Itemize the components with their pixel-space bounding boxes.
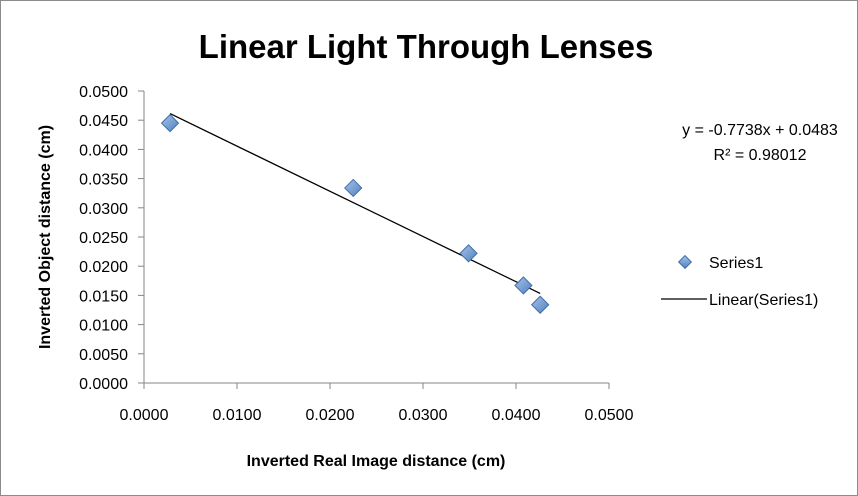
legend-item-linear: Linear(Series1): [661, 292, 818, 309]
x-tick-label: 0.0400: [492, 407, 541, 424]
y-tick-label: 0.0450: [79, 113, 128, 130]
x-tick-label: 0.0100: [213, 407, 262, 424]
y-tick-label: 0.0150: [79, 288, 128, 305]
x-axis-label: Inverted Real Image distance (cm): [247, 453, 506, 470]
y-tick-label: 0.0400: [79, 142, 128, 159]
y-tick-label: 0.0050: [79, 347, 128, 364]
data-point: [514, 276, 533, 295]
x-tick-label: 0.0500: [585, 407, 634, 424]
y-tick-label: 0.0300: [79, 201, 128, 218]
data-point: [459, 244, 478, 263]
y-tick-label: 0.0350: [79, 172, 128, 189]
x-tick-label: 0.0000: [120, 407, 169, 424]
legend: Series1 Linear(Series1): [661, 254, 818, 309]
y-tick-label: 0.0200: [79, 259, 128, 276]
trendline-equation-text: y = -0.7738x + 0.0483: [682, 122, 838, 139]
x-tick-label: 0.0200: [306, 407, 355, 424]
plot-area: 0.0000 0.0050 0.0100 0.0150 0.0200 0.0250 0.03…: [79, 84, 634, 424]
legend-item-series1: Series1: [677, 254, 763, 272]
x-tick-label: 0.0300: [399, 407, 448, 424]
y-axis-ticks: 0.0000 0.0050 0.0100 0.0150 0.0200 0.0250 0.03…: [79, 84, 144, 393]
y-tick-label: 0.0000: [79, 376, 128, 393]
trendline: [169, 112, 541, 295]
data-points-layer: [160, 113, 550, 314]
y-tick-label: 0.0500: [79, 84, 128, 101]
data-point: [344, 178, 363, 198]
legend-label-series1: Series1: [709, 255, 763, 272]
trendline-r-squared: R² = 0.98012: [714, 147, 807, 164]
legend-marker-diamond: [677, 254, 693, 270]
chart-title: Linear Light Through Lenses: [199, 28, 654, 65]
x-axis-ticks: 0.0000 0.0100 0.0200 0.0300 0.0400 0.0500: [120, 383, 634, 424]
legend-label-linear: Linear(Series1): [709, 292, 818, 309]
y-tick-label: 0.0100: [79, 318, 128, 335]
y-tick-label: 0.0250: [79, 230, 128, 247]
trendline-layer: [169, 112, 541, 295]
y-axis-label: Inverted Object distance (cm): [37, 125, 54, 349]
trendline-equation: y = -0.7738x + 0.0483 R² = 0.98012: [682, 122, 838, 164]
data-point: [160, 113, 180, 133]
data-point: [530, 295, 550, 314]
